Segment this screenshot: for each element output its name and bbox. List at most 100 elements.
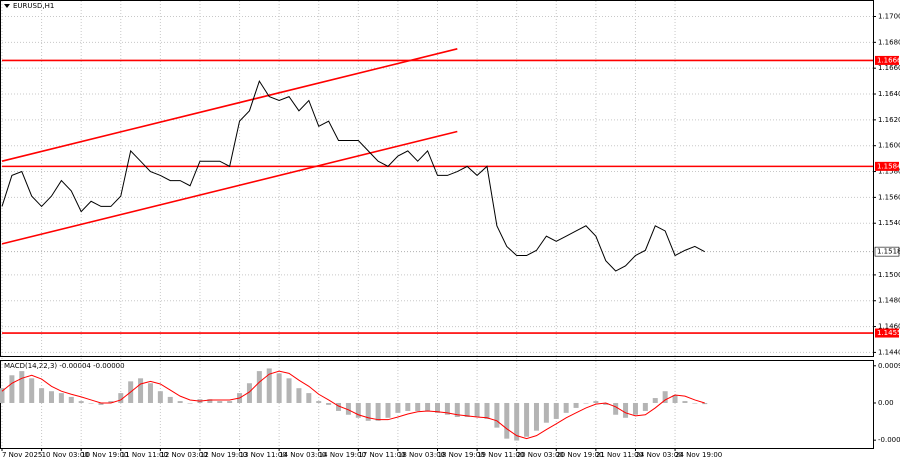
level-label: 1.1584 xyxy=(877,162,900,170)
x-tick-label: 10 Nov 19:00 xyxy=(81,451,128,459)
x-tick-label: 24 Nov 19:00 xyxy=(675,451,722,459)
macd-bar xyxy=(345,402,351,415)
macd-bar xyxy=(484,402,490,419)
macd-bar xyxy=(702,402,708,405)
x-tick-label: 12 Nov 19:00 xyxy=(200,451,247,459)
macd-bar xyxy=(613,402,619,415)
x-tick-label: 18 Nov 19:00 xyxy=(438,451,485,459)
macd-bar xyxy=(365,402,371,421)
macd-bar xyxy=(692,402,698,404)
macd-bar xyxy=(29,378,35,403)
current-price-label: 1.1518 xyxy=(877,248,900,256)
y-tick-label: 1.1620 xyxy=(878,116,900,124)
macd-bar xyxy=(435,402,440,413)
macd-bar xyxy=(306,393,312,403)
y-tick-label: -0.00098 xyxy=(878,436,900,444)
macd-bar xyxy=(642,402,648,411)
macd-bar xyxy=(0,388,5,403)
macd-bar xyxy=(603,402,609,405)
level-label: 1.1666 xyxy=(877,56,900,64)
macd-bar xyxy=(9,375,15,403)
macd-bar xyxy=(157,391,163,403)
macd-bar xyxy=(48,391,54,403)
x-tick-label: 14 Nov 03:00 xyxy=(279,451,326,459)
y-tick-label: 1.1460 xyxy=(878,323,900,331)
macd-bar xyxy=(533,402,539,431)
x-tick-label: 11 Nov 11:00 xyxy=(121,451,168,459)
macd-bar xyxy=(583,402,589,404)
macd-bar xyxy=(405,402,411,411)
macd-bar xyxy=(217,401,223,403)
price-line xyxy=(1,79,705,272)
macd-bar xyxy=(108,401,114,403)
macd-bar xyxy=(514,402,520,441)
macd-bar xyxy=(98,402,104,405)
macd-bar xyxy=(138,378,144,403)
level-label: 1.1455 xyxy=(877,329,900,337)
y-tick-label: 1.1500 xyxy=(878,271,900,279)
x-tick-label: 13 Nov 11:00 xyxy=(240,451,287,459)
macd-bar xyxy=(593,401,599,403)
macd-bar xyxy=(187,402,193,404)
macd-bar xyxy=(563,402,569,413)
macd-bar xyxy=(623,402,629,418)
current-price-box xyxy=(874,246,900,257)
signal-line xyxy=(1,370,705,440)
y-tick-label: 0.00098 xyxy=(878,362,900,370)
macd-bar xyxy=(425,402,431,411)
macd-bar xyxy=(58,393,64,403)
macd-bar xyxy=(227,401,233,403)
y-tick-label: 1.1680 xyxy=(878,38,900,46)
macd-bar xyxy=(256,371,262,403)
x-tick-label: 12 Nov 03:00 xyxy=(160,451,207,459)
macd-bar xyxy=(68,396,74,403)
macd-bar xyxy=(504,402,510,439)
y-tick-label: 1.1480 xyxy=(878,297,900,305)
macd-bar xyxy=(286,378,292,403)
y-tick-label: 1.1440 xyxy=(878,348,900,356)
macd-bar xyxy=(662,391,668,403)
x-tick-label: 19 Nov 11:00 xyxy=(477,451,524,459)
y-tick-label: 0.00 xyxy=(878,399,894,407)
macd-bar xyxy=(494,402,500,428)
x-tick-label: 17 Nov 11:00 xyxy=(358,451,405,459)
x-tick-label: 18 Nov 03:00 xyxy=(398,451,445,459)
macd-bar xyxy=(78,401,84,403)
y-tick-label: 1.1700 xyxy=(878,13,900,21)
x-tick-label: 20 Nov 03:00 xyxy=(517,451,564,459)
macd-bar xyxy=(39,388,45,403)
x-tick-label: 20 Nov 19:00 xyxy=(556,451,603,459)
macd-bar xyxy=(385,402,391,418)
macd-bar xyxy=(464,402,470,418)
macd-bar xyxy=(632,402,638,415)
macd-bar xyxy=(553,402,559,419)
macd-bar xyxy=(316,401,322,403)
macd-bar xyxy=(296,388,302,403)
macd-bar xyxy=(326,402,332,405)
macd-bar xyxy=(88,402,94,404)
y-tick-label: 1.1540 xyxy=(878,219,900,227)
macd-bar xyxy=(118,393,124,403)
macd-bar xyxy=(454,402,460,418)
x-tick-label: 7 Nov 2025 xyxy=(2,451,42,459)
macd-bar xyxy=(415,402,421,411)
macd-bar xyxy=(573,402,579,408)
macd-bar xyxy=(19,371,25,403)
level-box xyxy=(875,328,899,338)
x-tick-label: 21 Nov 11:00 xyxy=(596,451,643,459)
macd-bar xyxy=(246,383,252,403)
macd-bar xyxy=(524,402,530,437)
macd-bar xyxy=(672,395,678,403)
macd-bar xyxy=(147,383,153,403)
y-tick-label: 1.1580 xyxy=(878,168,900,176)
y-tick-label: 1.1560 xyxy=(878,193,900,201)
level-box xyxy=(875,55,899,65)
macd-bar xyxy=(375,402,381,421)
macd-bar xyxy=(276,373,282,403)
trend-line xyxy=(1,130,458,245)
y-tick-label: 1.1600 xyxy=(878,142,900,150)
macd-bar xyxy=(167,396,173,403)
x-tick-label: 10 Nov 03:00 xyxy=(42,451,89,459)
x-tick-label: 24 Nov 03:00 xyxy=(635,451,682,459)
